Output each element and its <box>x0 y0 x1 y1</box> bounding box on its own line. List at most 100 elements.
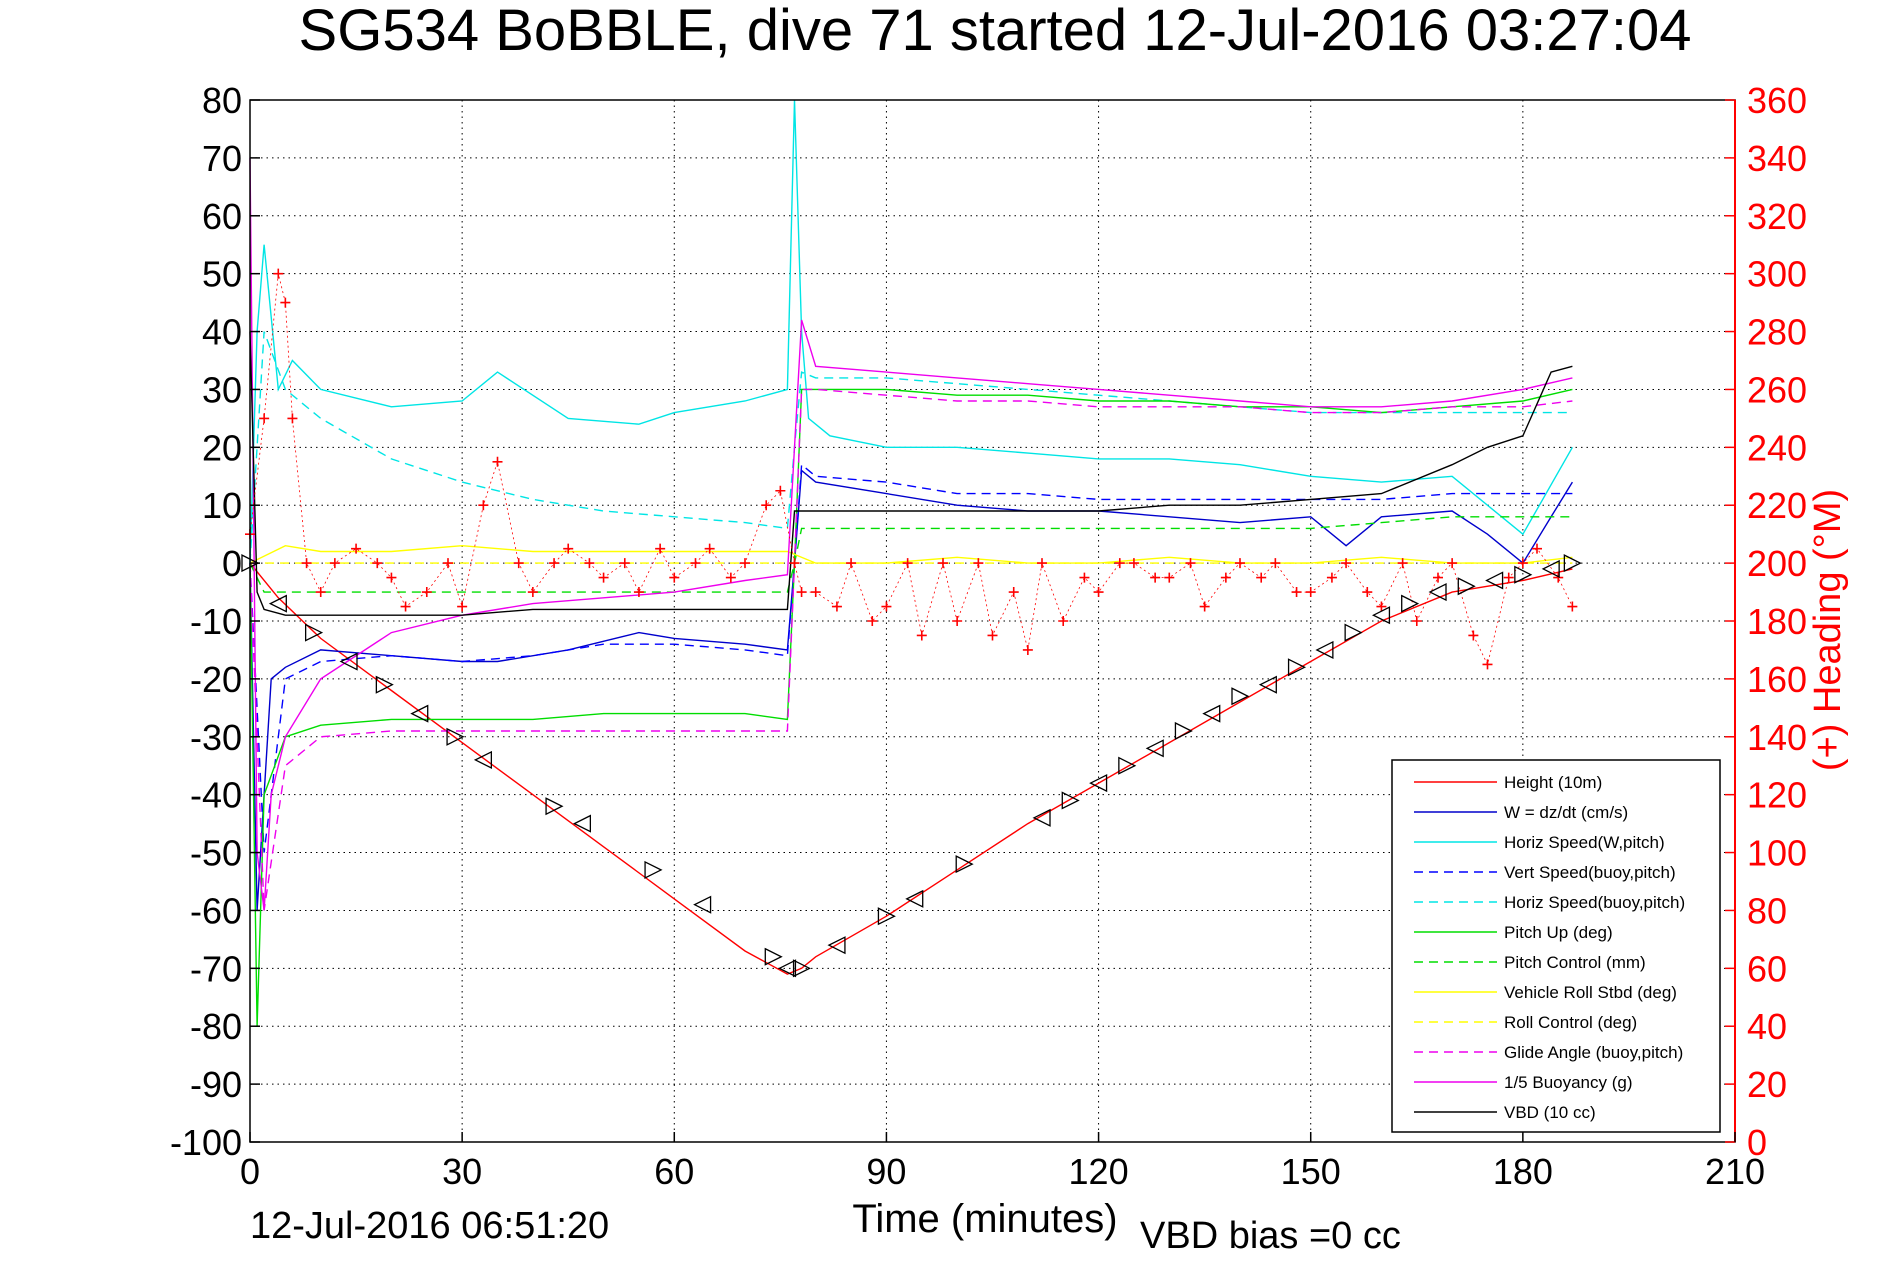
heading-marker <box>846 558 857 569</box>
y-tick-label: -20 <box>190 659 242 700</box>
series-9 <box>249 388 1573 911</box>
heading-marker <box>669 572 680 583</box>
heading-marker <box>372 558 383 569</box>
series-5 <box>249 388 1573 1027</box>
heading-marker <box>704 543 715 554</box>
heading-marker <box>1517 558 1528 569</box>
heading-marker <box>902 558 913 569</box>
series-line <box>249 562 1573 975</box>
y2-tick-label: 180 <box>1747 601 1807 642</box>
heading-marker <box>259 413 270 424</box>
x-tick-label: 60 <box>654 1151 694 1192</box>
heading-marker <box>796 587 807 598</box>
y2-tick-label: 220 <box>1747 485 1807 526</box>
heading-marker <box>351 543 362 554</box>
heading-marker <box>740 558 750 569</box>
heading-marker <box>513 558 524 569</box>
chart-title: SG534 BoBBLE, dive 71 started 12-Jul-201… <box>299 0 1692 63</box>
depth-marker <box>1344 623 1363 642</box>
heading-marker <box>386 572 397 583</box>
heading-marker <box>973 558 984 569</box>
heading-marker <box>690 558 701 569</box>
depth-marker <box>572 814 592 833</box>
heading-marker <box>584 558 595 569</box>
y-tick-label: 60 <box>202 196 242 237</box>
depth-marker <box>410 704 429 723</box>
heading-marker <box>881 601 892 612</box>
depth-marker <box>339 652 358 671</box>
footer-date: 12-Jul-2016 06:51:20 <box>250 1205 610 1247</box>
heading-marker <box>655 543 666 554</box>
depth-marker <box>955 855 974 874</box>
legend-label: Vert Speed(buoy,pitch) <box>1504 863 1676 882</box>
heading-marker <box>1433 572 1443 583</box>
depth-marker <box>268 594 287 613</box>
series-layer <box>241 99 1582 1027</box>
legend-label: Vehicle Roll Stbd (deg) <box>1504 983 1677 1002</box>
series-10 <box>249 157 1573 911</box>
series-1 <box>249 469 1573 911</box>
series-12 <box>245 268 1578 670</box>
y2-tick-label: 360 <box>1747 80 1807 121</box>
legend-label: Pitch Control (mm) <box>1504 953 1646 972</box>
heading-marker <box>1291 587 1302 598</box>
y-tick-label: -50 <box>190 833 242 874</box>
heading-marker <box>1235 558 1245 569</box>
depth-marker <box>1563 554 1582 573</box>
depth-marker <box>1258 675 1277 694</box>
depth-marker <box>446 727 465 746</box>
depth-marker <box>1287 658 1307 677</box>
legend-label: VBD (10 cc) <box>1504 1103 1596 1122</box>
depth-marker <box>1401 594 1420 613</box>
depth-marker <box>827 936 846 955</box>
series-line <box>249 516 1573 593</box>
depth-marker <box>1457 577 1476 596</box>
heading-marker <box>280 297 291 308</box>
heading-marker <box>1482 659 1493 670</box>
depth-marker <box>304 623 324 642</box>
heading-marker <box>916 630 927 641</box>
x-tick-label: 180 <box>1493 1151 1553 1192</box>
heading-marker <box>1114 558 1125 569</box>
series-4 <box>249 331 1573 564</box>
heading-marker <box>1008 587 1019 598</box>
heading-marker <box>867 616 878 626</box>
series-6 <box>249 516 1573 593</box>
legend: Height (10m) W = dz/dt (cm/s) Horiz Speed(… <box>1391 759 1721 1133</box>
y-tick-label: 0 <box>222 543 242 584</box>
heading-marker <box>1256 572 1267 583</box>
heading-marker <box>1376 601 1387 612</box>
heading-marker <box>1468 630 1479 641</box>
y-tick-label: -100 <box>170 1122 242 1163</box>
heading-marker <box>1037 558 1047 569</box>
heading-trace <box>249 273 1573 666</box>
heading-marker <box>527 587 538 598</box>
y2-axis-label: (+) Heading (°M) <box>1807 489 1849 771</box>
y2-tick-label: 340 <box>1747 138 1807 179</box>
heading-marker <box>1397 558 1408 569</box>
heading-marker <box>443 558 453 569</box>
legend-label: Horiz Speed(buoy,pitch) <box>1504 893 1685 912</box>
depth-marker <box>1428 583 1447 602</box>
heading-marker <box>1199 601 1210 612</box>
x-tick-label: 150 <box>1281 1151 1341 1192</box>
heading-marker <box>1447 558 1458 569</box>
series-13 <box>241 554 1582 978</box>
legend-label: W = dz/dt (cm/s) <box>1504 803 1628 822</box>
y-tick-label: -30 <box>190 717 242 758</box>
y2-tick-label: 260 <box>1747 369 1807 410</box>
y2-tick-label: 0 <box>1747 1122 1767 1163</box>
depth-marker <box>905 889 924 908</box>
depth-marker <box>777 959 797 978</box>
depth-marker <box>1145 739 1164 758</box>
heading-marker <box>987 630 998 641</box>
depth-marker <box>764 947 783 966</box>
heading-marker <box>831 601 842 612</box>
heading-marker <box>287 413 298 424</box>
heading-marker <box>1164 572 1175 583</box>
legend-label: Pitch Up (deg) <box>1504 923 1613 942</box>
series-line <box>249 388 1573 1027</box>
y-tick-label: -10 <box>190 601 242 642</box>
y2-tick-label: 20 <box>1747 1064 1787 1105</box>
